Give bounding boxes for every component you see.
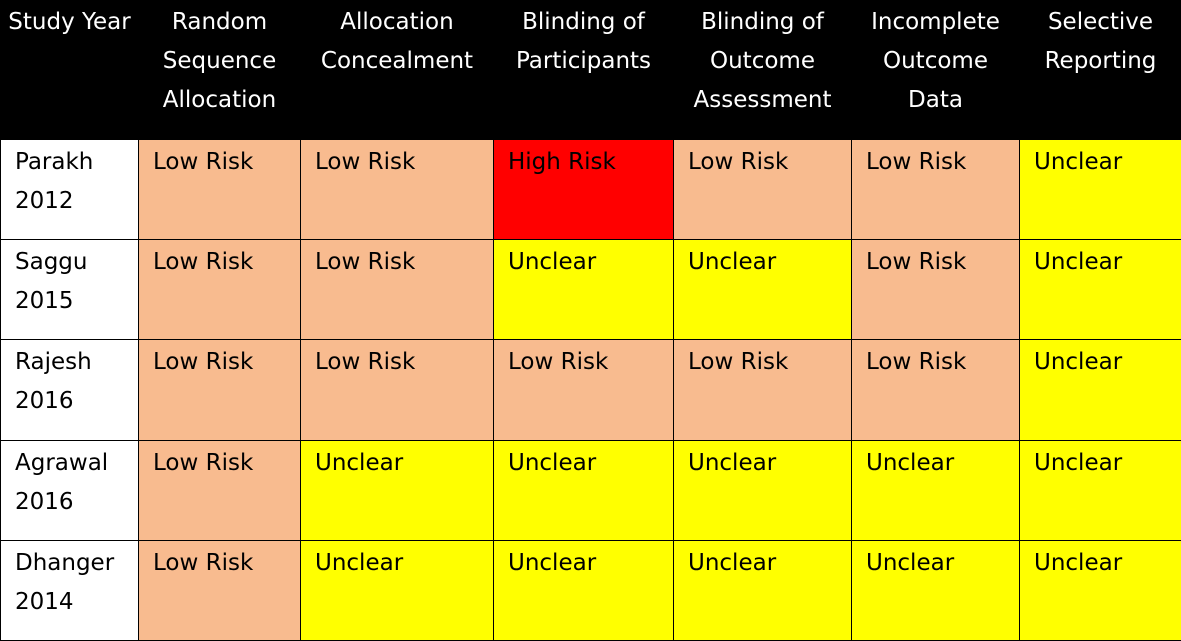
risk-cell: Unclear bbox=[1019, 339, 1181, 441]
table-row: Dhanger 2014 Low Risk Unclear Unclear Un… bbox=[0, 539, 1181, 641]
risk-cell: Low Risk bbox=[300, 339, 494, 441]
table-row: Rajesh 2016 Low Risk Low Risk Low Risk L… bbox=[0, 339, 1181, 441]
study-cell: Parakh 2012 bbox=[0, 138, 139, 241]
risk-cell: Unclear bbox=[673, 439, 852, 541]
risk-cell: Unclear bbox=[493, 439, 674, 541]
header-allocation-concealment: Allocation Concealment bbox=[300, 0, 494, 140]
risk-cell: Low Risk bbox=[673, 339, 852, 441]
risk-cell: Unclear bbox=[1019, 539, 1181, 641]
risk-cell: Unclear bbox=[493, 539, 674, 641]
study-name: Agrawal bbox=[15, 449, 109, 476]
risk-cell: Unclear bbox=[1019, 138, 1181, 241]
risk-cell: Unclear bbox=[851, 439, 1020, 541]
study-cell: Rajesh 2016 bbox=[0, 339, 139, 441]
risk-cell: Low Risk bbox=[138, 539, 301, 641]
risk-cell: Unclear bbox=[851, 539, 1020, 641]
risk-cell: Low Risk bbox=[851, 239, 1020, 341]
study-cell: Saggu 2015 bbox=[0, 239, 139, 341]
study-name: Dhanger bbox=[15, 549, 115, 576]
study-year: 2014 bbox=[15, 588, 74, 615]
table-row: Parakh 2012 Low Risk Low Risk High Risk … bbox=[0, 138, 1181, 241]
risk-cell: Low Risk bbox=[851, 138, 1020, 241]
study-cell: Dhanger 2014 bbox=[0, 539, 139, 641]
risk-cell: Low Risk bbox=[300, 138, 494, 241]
risk-cell: Low Risk bbox=[493, 339, 674, 441]
study-cell: Agrawal 2016 bbox=[0, 439, 139, 541]
study-year: 2015 bbox=[15, 288, 74, 315]
table-row: Saggu 2015 Low Risk Low Risk Unclear Unc… bbox=[0, 239, 1181, 341]
risk-cell: High Risk bbox=[493, 138, 674, 241]
header-row: Study Year Random Sequence Allocation Al… bbox=[0, 0, 1181, 140]
risk-cell: Low Risk bbox=[138, 239, 301, 341]
risk-cell: Unclear bbox=[673, 239, 852, 341]
risk-cell: Unclear bbox=[673, 539, 852, 641]
risk-cell: Unclear bbox=[1019, 239, 1181, 341]
study-name: Rajesh bbox=[15, 349, 92, 376]
study-name: Saggu bbox=[15, 249, 88, 276]
header-incomplete-outcome-data: Incomplete Outcome Data bbox=[851, 0, 1020, 140]
header-study-year: Study Year bbox=[0, 0, 139, 140]
risk-cell: Low Risk bbox=[138, 138, 301, 241]
study-year: 2012 bbox=[15, 188, 74, 214]
header-blinding-of-participants: Blinding of Participants bbox=[493, 0, 674, 140]
risk-cell: Low Risk bbox=[673, 138, 852, 241]
header-random-sequence-allocation: Random Sequence Allocation bbox=[138, 0, 301, 140]
risk-cell: Unclear bbox=[493, 239, 674, 341]
study-year: 2016 bbox=[15, 388, 74, 415]
table-row: Agrawal 2016 Low Risk Unclear Unclear Un… bbox=[0, 439, 1181, 541]
risk-cell: Unclear bbox=[1019, 439, 1181, 541]
header-selective-reporting: Selective Reporting bbox=[1019, 0, 1181, 140]
risk-cell: Low Risk bbox=[851, 339, 1020, 441]
study-year: 2016 bbox=[15, 488, 74, 515]
risk-cell: Low Risk bbox=[138, 339, 301, 441]
risk-cell: Low Risk bbox=[300, 239, 494, 341]
study-name: Parakh bbox=[15, 149, 94, 175]
risk-cell: Unclear bbox=[300, 539, 494, 641]
risk-cell: Low Risk bbox=[138, 439, 301, 541]
risk-cell: Unclear bbox=[300, 439, 494, 541]
header-blinding-of-outcome-assessment: Blinding of Outcome Assessment bbox=[673, 0, 852, 140]
